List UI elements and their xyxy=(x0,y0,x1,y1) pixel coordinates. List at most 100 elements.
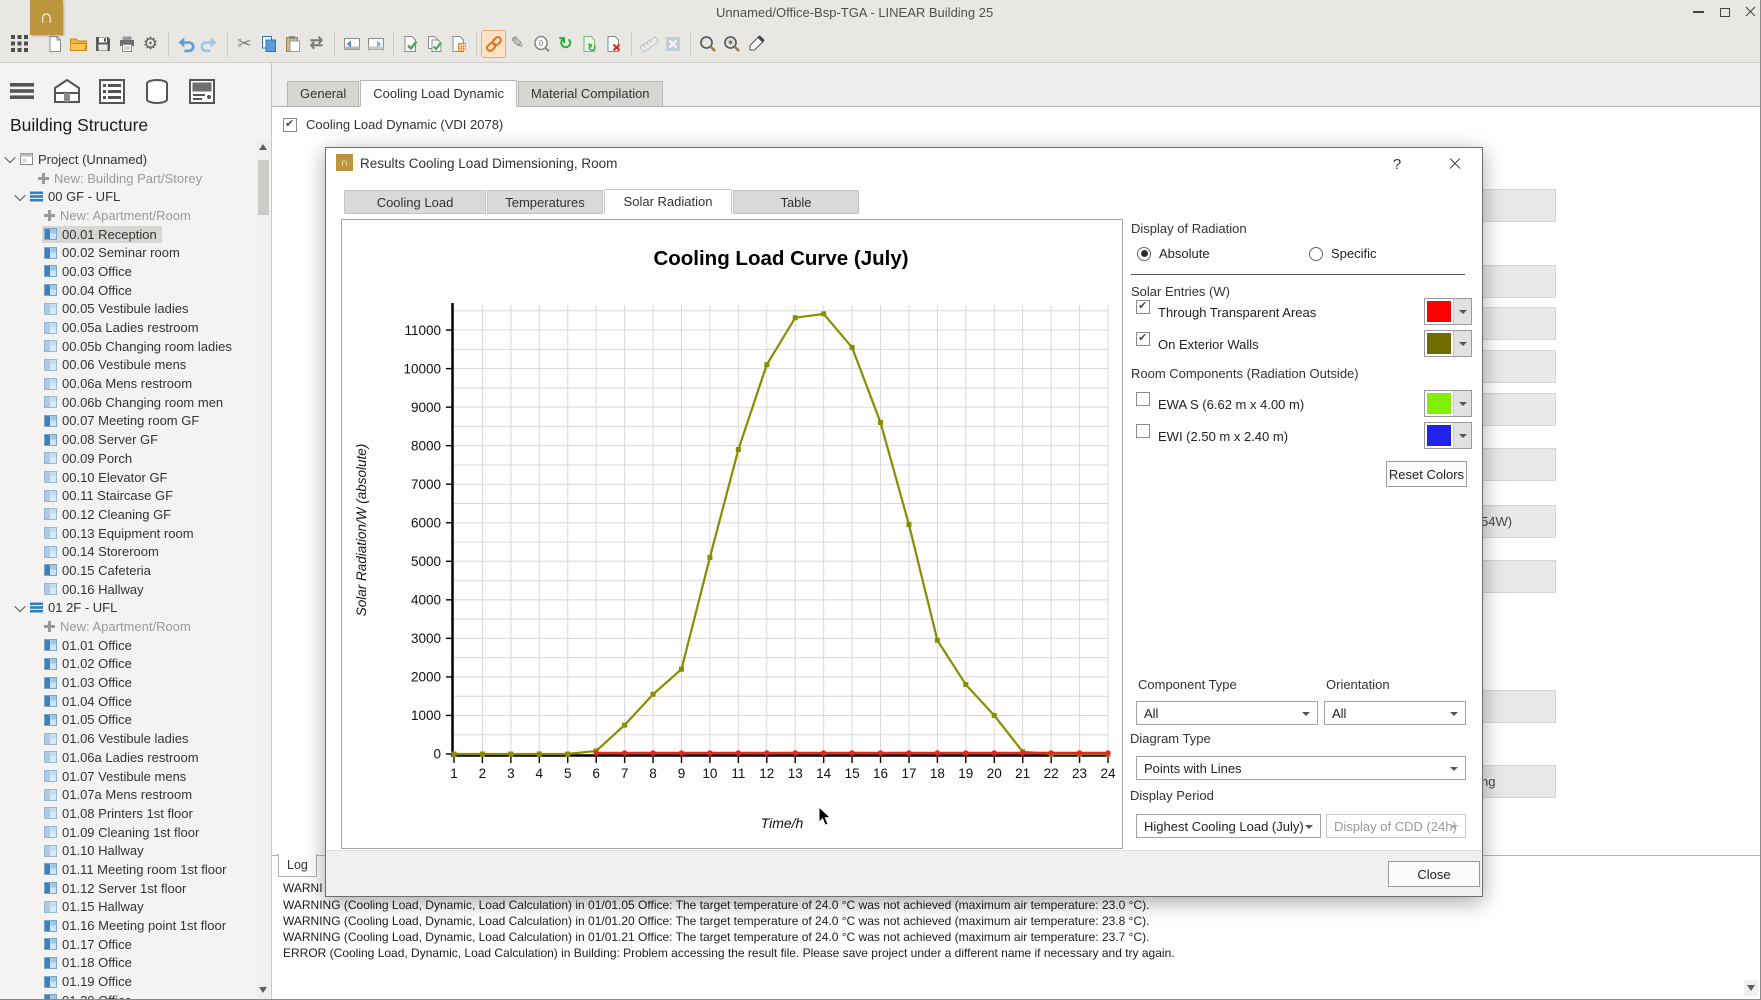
tree-item[interactable]: 01.15 Hallway xyxy=(0,898,256,917)
tree-item[interactable]: 00.15 Cafeteria xyxy=(0,561,256,580)
tree-item[interactable]: New: Building Part/Storey xyxy=(0,169,256,188)
tree-item[interactable]: 00.11 Staircase GF xyxy=(0,486,256,505)
tab-material-compilation[interactable]: Material Compilation xyxy=(518,81,663,106)
menu-view-icon[interactable] xyxy=(6,75,38,107)
zoom-object-button[interactable]: 0 xyxy=(530,31,553,57)
screen-forward-button[interactable] xyxy=(364,31,387,57)
tree-item[interactable]: 01.02 Office xyxy=(0,655,256,674)
color-dropdown-icon[interactable] xyxy=(1454,391,1471,416)
tree-item[interactable]: 01.03 Office xyxy=(0,673,256,692)
orientation-select[interactable]: All xyxy=(1324,701,1466,725)
settings-button[interactable]: ⚙ xyxy=(139,31,162,57)
tree-item[interactable]: 00.12 Cleaning GF xyxy=(0,505,256,524)
on-exterior-walls-checkbox[interactable] xyxy=(1136,332,1150,346)
ewi-row[interactable]: EWI (2.50 m x 2.40 m) xyxy=(1136,424,1288,444)
link-button[interactable] xyxy=(482,31,505,57)
measure-button[interactable] xyxy=(637,31,660,57)
screen-back-button[interactable] xyxy=(340,31,363,57)
scroll-down-icon[interactable] xyxy=(259,987,268,996)
dialog-tab-solar-radiation[interactable]: Solar Radiation xyxy=(604,189,732,214)
log-scroll-down-icon[interactable] xyxy=(1744,980,1758,996)
specific-radio[interactable] xyxy=(1309,247,1323,261)
ewa-s-row[interactable]: EWA S (6.62 m x 4.00 m) xyxy=(1136,392,1304,412)
eyedropper-button[interactable] xyxy=(744,31,767,57)
tree-item[interactable]: 01.16 Meeting point 1st floor xyxy=(0,916,256,935)
building-view-icon[interactable] xyxy=(51,75,83,107)
tree-item[interactable]: 01.18 Office xyxy=(0,954,256,973)
through-transparent-areas-checkbox[interactable] xyxy=(1136,300,1150,314)
tree-item[interactable]: 00.04 Office xyxy=(0,281,256,300)
sync-button[interactable]: ⇄ xyxy=(305,31,328,57)
tree-item[interactable]: 01.11 Meeting room 1st floor xyxy=(0,860,256,879)
on-exterior-walls-color-picker[interactable] xyxy=(1424,330,1472,357)
ewi-color-picker[interactable] xyxy=(1424,422,1472,449)
dialog-help-button[interactable]: ? xyxy=(1384,153,1410,175)
tree-item[interactable]: 01.07a Mens restroom xyxy=(0,785,256,804)
green-color-swatch[interactable] xyxy=(1425,391,1454,416)
absolute-radio[interactable] xyxy=(1137,247,1151,261)
blue-color-swatch[interactable] xyxy=(1425,423,1454,448)
specific-radio-row[interactable]: Specific xyxy=(1309,246,1377,261)
tree-scrollbar[interactable] xyxy=(257,140,270,1000)
tree-item[interactable]: 00.05b Changing room ladies xyxy=(0,337,256,356)
absolute-radio-row[interactable]: Absolute xyxy=(1137,246,1210,261)
cooling-load-dynamic-checkbox[interactable] xyxy=(283,118,297,132)
tree-item[interactable]: 00.01 Reception xyxy=(0,225,256,244)
chevron-down-icon[interactable] xyxy=(4,152,15,163)
tree-item[interactable]: 01.08 Printers 1st floor xyxy=(0,804,256,823)
tree-item[interactable]: 01 2F - UFL xyxy=(0,599,256,618)
tree-item[interactable]: 01.07 Vestibule mens xyxy=(0,767,256,786)
on-exterior-walls-row[interactable]: On Exterior Walls xyxy=(1136,332,1259,352)
file-refresh-button[interactable]: ↻ xyxy=(578,31,601,57)
cut-button[interactable]: ✂ xyxy=(233,31,256,57)
through-transparent-areas-row[interactable]: Through Transparent Areas xyxy=(1136,300,1316,320)
tree-item[interactable]: 01.12 Server 1st floor xyxy=(0,879,256,898)
olive-color-swatch[interactable] xyxy=(1425,331,1454,356)
red-color-swatch[interactable] xyxy=(1425,299,1454,324)
tree-item[interactable]: 00.06 Vestibule mens xyxy=(0,356,256,375)
file-calculator-button[interactable] xyxy=(447,31,470,57)
tree-item[interactable]: New: Apartment/Room xyxy=(0,617,256,636)
tree-item[interactable]: 01.19 Office xyxy=(0,972,256,991)
chevron-down-icon[interactable] xyxy=(14,190,25,201)
tree-item[interactable]: 01.06a Ladies restroom xyxy=(0,748,256,767)
print-button[interactable] xyxy=(115,31,138,57)
edit-button[interactable]: ✎ xyxy=(506,31,529,57)
tree-item[interactable]: 00.02 Seminar room xyxy=(0,243,256,262)
close-button[interactable]: Close xyxy=(1388,861,1480,887)
copy-button[interactable] xyxy=(257,31,280,57)
color-dropdown-icon[interactable] xyxy=(1454,331,1471,356)
color-dropdown-icon[interactable] xyxy=(1454,299,1471,324)
undo-button[interactable] xyxy=(174,31,197,57)
excel-button[interactable] xyxy=(661,31,684,57)
reset-colors-button[interactable]: Reset Colors xyxy=(1386,461,1467,487)
refresh-button[interactable]: ↻ xyxy=(554,31,577,57)
tree-item[interactable]: 00.08 Server GF xyxy=(0,430,256,449)
diagram-type-select[interactable]: Points with Lines xyxy=(1136,756,1466,780)
paste-button[interactable] xyxy=(281,31,304,57)
tree-item[interactable]: 00.05 Vestibule ladies xyxy=(0,300,256,319)
file-remove-button[interactable] xyxy=(602,31,625,57)
tree-item[interactable]: 01.17 Office xyxy=(0,935,256,954)
close-window-button[interactable] xyxy=(1738,2,1761,22)
scroll-thumb[interactable] xyxy=(258,160,269,215)
tree-item[interactable]: 01.06 Vestibule ladies xyxy=(0,729,256,748)
open-folder-button[interactable] xyxy=(67,31,90,57)
ewi-checkbox[interactable] xyxy=(1136,424,1150,438)
database-view-icon[interactable] xyxy=(141,75,173,107)
through-transparent-areas-color-picker[interactable] xyxy=(1424,298,1472,325)
tree-item[interactable]: Project (Unnamed) xyxy=(0,150,256,169)
tree-item[interactable]: New: Apartment/Room xyxy=(0,206,256,225)
ewa-s-color-picker[interactable] xyxy=(1424,390,1472,417)
tree-item[interactable]: 01.01 Office xyxy=(0,636,256,655)
tree-item[interactable]: 00.06b Changing room men xyxy=(0,393,256,412)
tree-item[interactable]: 00.07 Meeting room GF xyxy=(0,412,256,431)
dialog-close-icon[interactable] xyxy=(1440,153,1470,175)
save-button[interactable] xyxy=(91,31,114,57)
tree-item[interactable]: 00.09 Porch xyxy=(0,449,256,468)
dialog-tab-cooling-load[interactable]: Cooling Load xyxy=(344,190,486,214)
dialog-tab-temperatures[interactable]: Temperatures xyxy=(487,190,603,214)
dialog-tab-table[interactable]: Table xyxy=(733,190,859,214)
tree-item[interactable]: 00.03 Office xyxy=(0,262,256,281)
panel-view-icon[interactable] xyxy=(186,75,218,107)
